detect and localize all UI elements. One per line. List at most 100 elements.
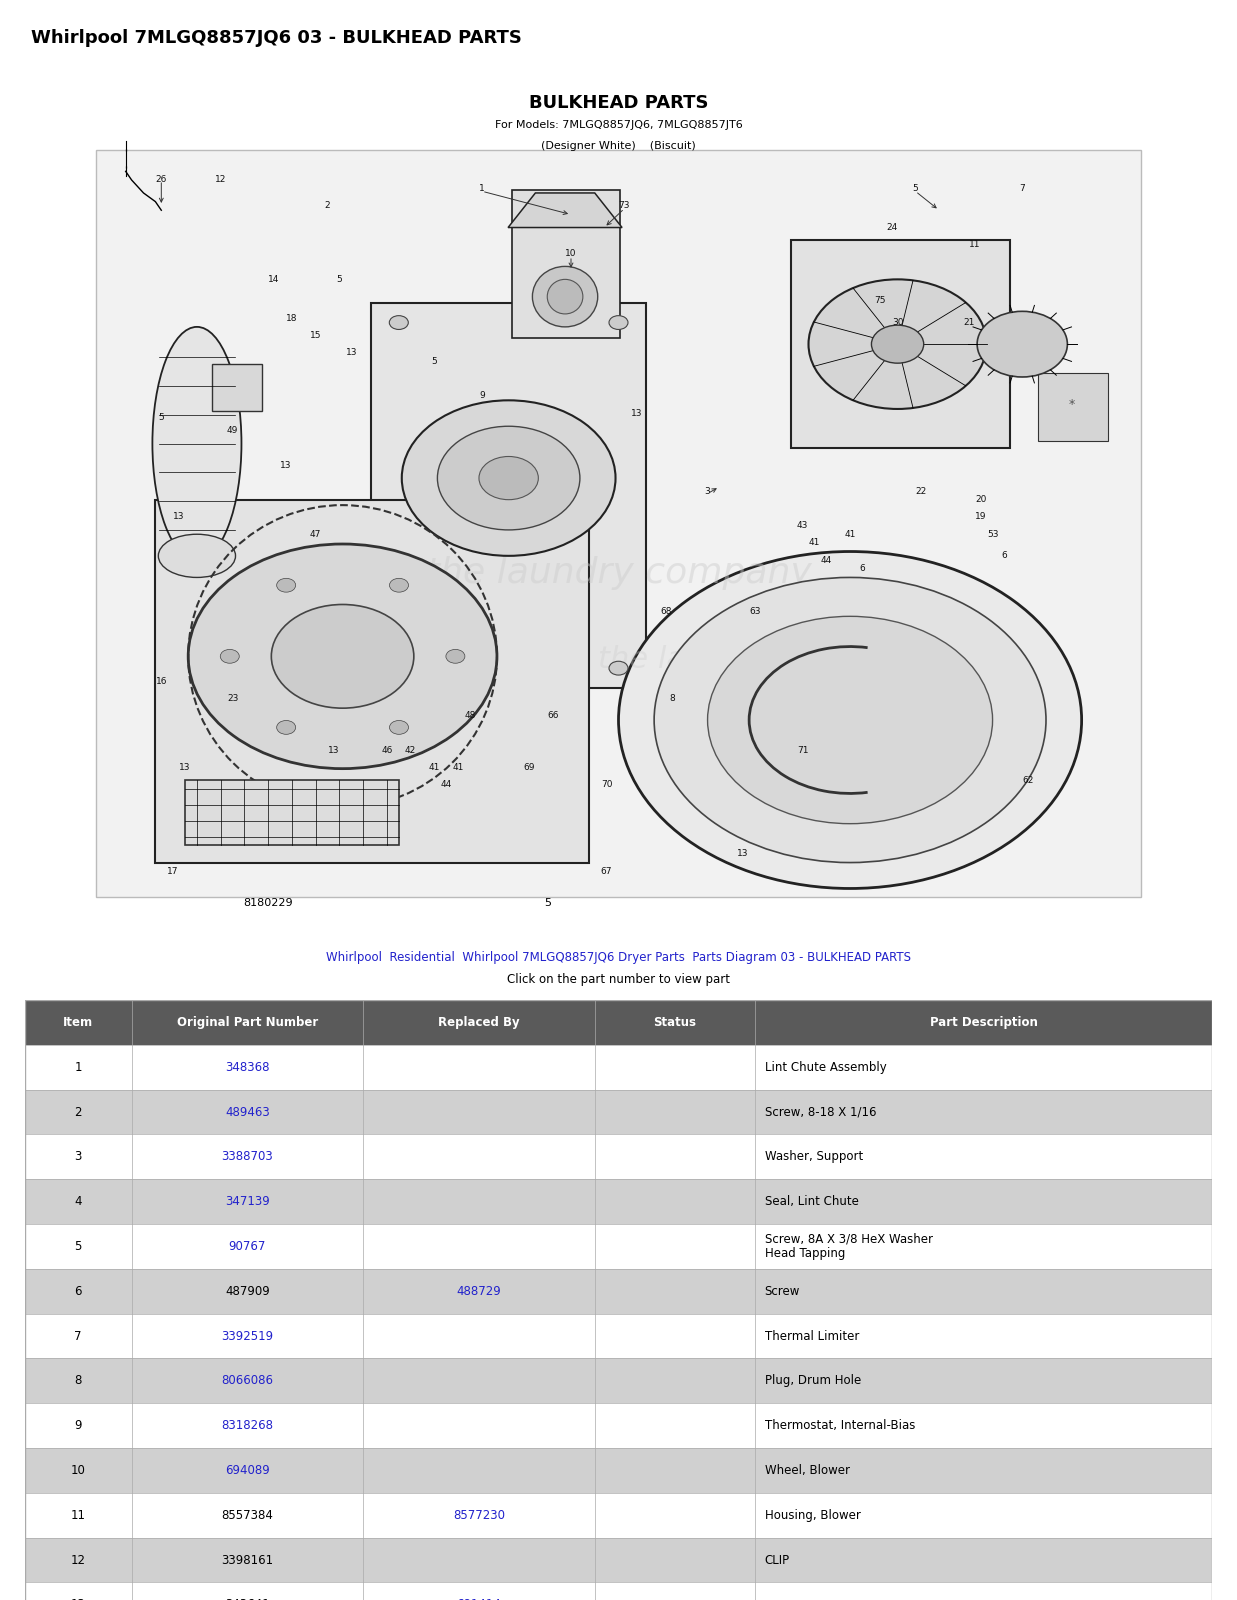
Ellipse shape — [158, 534, 235, 578]
Text: 15: 15 — [310, 331, 322, 341]
Bar — [25, 1582, 1212, 1600]
Text: BULKHEAD PARTS: BULKHEAD PARTS — [528, 93, 709, 112]
Text: 48: 48 — [464, 710, 476, 720]
Text: 694089: 694089 — [225, 1464, 270, 1477]
Text: 17: 17 — [167, 867, 179, 875]
Text: Washer, Support: Washer, Support — [764, 1150, 863, 1163]
Text: 348368: 348368 — [225, 1061, 270, 1074]
Text: 69: 69 — [523, 763, 536, 773]
Text: the laundry company: the laundry company — [597, 645, 924, 674]
Text: 90767: 90767 — [229, 1240, 266, 1253]
Text: Lint Chute Assembly: Lint Chute Assembly — [764, 1061, 887, 1074]
Text: 2: 2 — [74, 1106, 82, 1118]
Text: 8180229: 8180229 — [244, 898, 293, 909]
Bar — [25, 1358, 1212, 1403]
Circle shape — [708, 616, 992, 824]
Bar — [25, 1538, 1212, 1582]
Text: 5: 5 — [158, 413, 165, 422]
Text: For Models: 7MLGQ8857JQ6, 7MLGQ8857JT6: For Models: 7MLGQ8857JQ6, 7MLGQ8857JT6 — [495, 120, 742, 130]
FancyBboxPatch shape — [213, 365, 262, 411]
Text: 13: 13 — [328, 746, 339, 755]
Text: 47: 47 — [310, 530, 322, 539]
Text: 5: 5 — [913, 184, 918, 194]
Circle shape — [271, 605, 414, 709]
Text: 75: 75 — [875, 296, 886, 306]
Text: 5: 5 — [544, 898, 550, 909]
Text: 13: 13 — [281, 461, 292, 470]
Circle shape — [871, 325, 924, 363]
Text: the laundry company: the laundry company — [455, 1462, 782, 1491]
Text: 49: 49 — [226, 426, 239, 435]
Text: 41: 41 — [845, 530, 856, 539]
Circle shape — [390, 315, 408, 330]
Text: *: * — [1069, 398, 1075, 411]
Circle shape — [479, 456, 538, 499]
Bar — [25, 1493, 1212, 1538]
Text: 67: 67 — [601, 867, 612, 875]
Circle shape — [654, 578, 1047, 862]
Text: 62: 62 — [1023, 776, 1034, 786]
Text: 5: 5 — [74, 1240, 82, 1253]
Text: Whirlpool 7MLGQ8857JQ6 03 - BULKHEAD PARTS: Whirlpool 7MLGQ8857JQ6 03 - BULKHEAD PAR… — [31, 29, 522, 48]
Text: 13: 13 — [631, 408, 642, 418]
FancyBboxPatch shape — [156, 499, 589, 862]
Circle shape — [390, 578, 408, 592]
Text: the laundry company: the laundry company — [426, 557, 811, 590]
Text: 41: 41 — [429, 763, 440, 773]
Circle shape — [618, 552, 1081, 888]
Text: 43: 43 — [797, 522, 808, 530]
Text: 41: 41 — [809, 538, 820, 547]
Text: 21: 21 — [964, 318, 975, 326]
Text: 42: 42 — [404, 746, 417, 755]
Circle shape — [809, 280, 987, 410]
Ellipse shape — [152, 326, 241, 560]
Text: 73: 73 — [618, 202, 630, 211]
Text: 22: 22 — [915, 486, 927, 496]
Text: 46: 46 — [381, 746, 392, 755]
Text: Thermostat, Internal-Bias: Thermostat, Internal-Bias — [764, 1419, 915, 1432]
Polygon shape — [508, 194, 622, 227]
Text: Screw: Screw — [764, 1285, 800, 1298]
Text: 19: 19 — [975, 512, 986, 522]
Bar — [25, 1000, 1212, 1045]
Text: 7: 7 — [74, 1330, 82, 1342]
Circle shape — [390, 661, 408, 675]
Text: 30: 30 — [892, 318, 903, 326]
Text: 487909: 487909 — [225, 1285, 270, 1298]
Text: 8318268: 8318268 — [221, 1419, 273, 1432]
Text: 71: 71 — [797, 746, 808, 755]
Circle shape — [390, 720, 408, 734]
Circle shape — [445, 650, 465, 664]
Text: Status: Status — [653, 1016, 696, 1029]
Text: Wheel, Blower: Wheel, Blower — [764, 1464, 850, 1477]
Circle shape — [277, 720, 296, 734]
Text: 14: 14 — [268, 275, 280, 283]
Bar — [25, 1448, 1212, 1493]
Text: 10: 10 — [71, 1464, 85, 1477]
FancyBboxPatch shape — [96, 150, 1141, 898]
Ellipse shape — [547, 280, 583, 314]
Text: 3398161: 3398161 — [221, 1554, 273, 1566]
Text: 44: 44 — [820, 555, 833, 565]
Ellipse shape — [532, 266, 597, 326]
Text: 488729: 488729 — [456, 1285, 501, 1298]
Bar — [25, 1179, 1212, 1224]
Text: 489463: 489463 — [225, 1106, 270, 1118]
Text: 6: 6 — [74, 1285, 82, 1298]
Text: Screw, 8A X 3/8 HeX Washer
Head Tapping: Screw, 8A X 3/8 HeX Washer Head Tapping — [764, 1232, 933, 1261]
Bar — [25, 1134, 1212, 1179]
Text: 41: 41 — [453, 763, 464, 773]
Text: 6: 6 — [858, 565, 865, 573]
Text: Item: Item — [63, 1016, 93, 1029]
Text: Replaced By: Replaced By — [438, 1016, 520, 1029]
Text: 681414: 681414 — [456, 1598, 501, 1600]
Bar — [25, 1403, 1212, 1448]
Text: 4: 4 — [74, 1195, 82, 1208]
Text: 8066086: 8066086 — [221, 1374, 273, 1387]
Text: (Designer White)    (Biscuit): (Designer White) (Biscuit) — [541, 141, 696, 150]
Text: 13: 13 — [737, 850, 748, 859]
Circle shape — [438, 426, 580, 530]
Text: 347139: 347139 — [225, 1195, 270, 1208]
Text: Screw, 8-18 X 1/16: Screw, 8-18 X 1/16 — [764, 1106, 876, 1118]
Text: Seal, Lint Chute: Seal, Lint Chute — [764, 1195, 858, 1208]
